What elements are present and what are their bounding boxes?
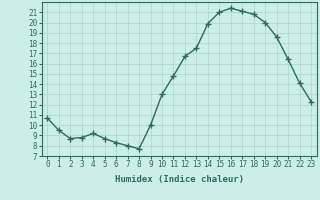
X-axis label: Humidex (Indice chaleur): Humidex (Indice chaleur): [115, 175, 244, 184]
